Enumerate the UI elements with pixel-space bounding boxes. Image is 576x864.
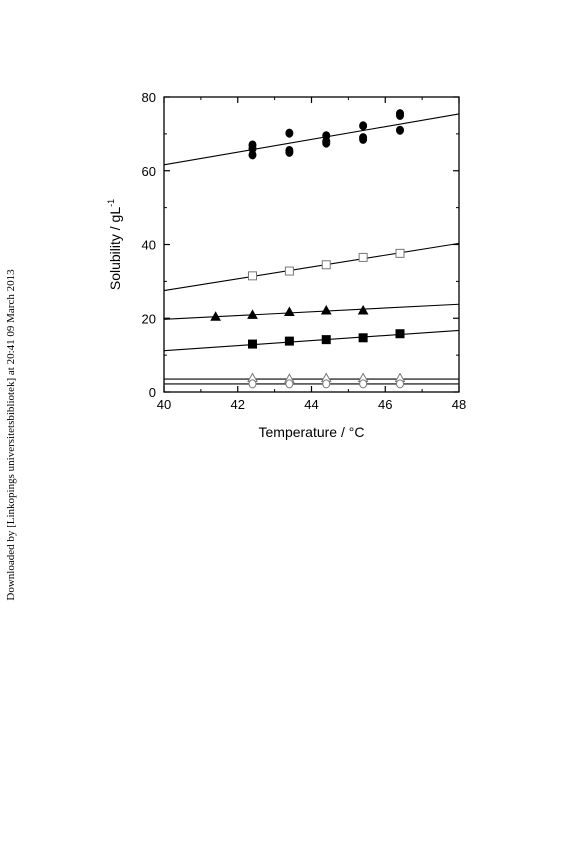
point-circle-filled [248,140,257,150]
point-circle-filled [285,128,294,138]
point-square-open [248,271,257,281]
point-circle-filled [322,131,331,141]
y-tick-label: 80 [142,90,156,105]
point-circle-open [248,379,257,389]
point-square-filled [358,333,368,343]
y-axis-title: Solubility / gL-1 [106,199,123,290]
point-circle-open [359,379,368,389]
point-circle-open [285,379,294,389]
x-tick-label: 46 [378,397,392,412]
axis-tick-labels: 40 42 44 46 48 0 20 40 60 80 [142,90,467,412]
axis-ticks [163,96,460,393]
x-tick-label: 44 [304,397,318,412]
y-axis-unit-exponent: -1 [106,199,116,207]
point-circle-filled [396,125,404,135]
point-square-open [358,252,368,262]
y-tick-label: 20 [142,311,156,326]
fit-lines [163,113,460,385]
point-circle-filled [359,121,368,131]
point-circle-open [396,379,404,389]
x-tick-label: 42 [231,397,245,412]
point-square-filled [395,329,405,339]
point-circle-filled [285,145,294,155]
x-tick-label: 40 [157,397,171,412]
point-square-filled [321,335,331,345]
data-markers [210,109,406,389]
fit-line-circle-filled [163,113,460,166]
fit-line-square-filled [163,329,460,352]
y-tick-label: 60 [142,164,156,179]
point-triangle-filled [357,304,369,315]
x-axis-title: Temperature / °C [259,424,365,440]
point-circle-filled [359,133,368,143]
point-triangle-filled [284,306,295,316]
point-square-open [321,260,331,270]
x-tick-label: 48 [452,397,466,412]
fit-line-triangle-filled [163,303,460,320]
y-tick-label: 40 [142,238,156,253]
point-triangle-filled [320,304,332,315]
point-triangle-filled [210,311,221,321]
y-tick-label: 0 [149,385,156,400]
point-triangle-filled [247,309,258,319]
point-circle-filled [396,109,404,119]
point-circle-open [322,379,331,389]
point-square-open [284,266,294,276]
point-square-open [395,248,405,258]
point-square-filled [284,336,294,346]
fit-line-square-open [163,242,460,292]
point-square-filled [248,339,257,349]
